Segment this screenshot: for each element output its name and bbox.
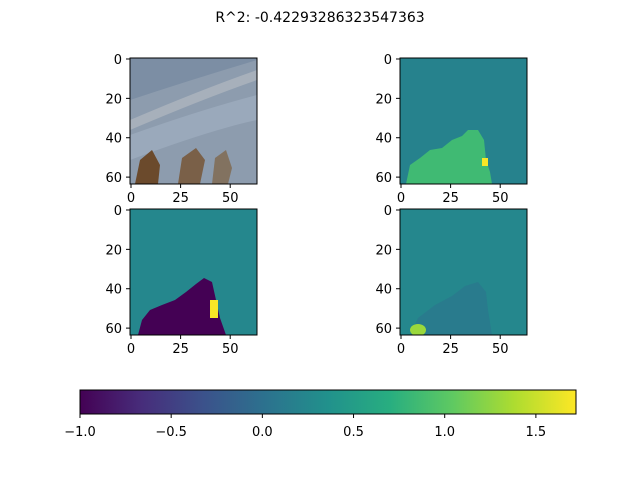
difference-region	[410, 282, 492, 335]
y-tick-label: 0	[384, 53, 392, 68]
figure-title: R^2: -0.42293286323547363	[215, 10, 424, 26]
target-hotspot	[482, 158, 488, 166]
y-tick-label: 20	[375, 92, 392, 107]
target-region	[406, 130, 492, 184]
prediction-hotspot	[210, 300, 218, 318]
photo-mid-region	[130, 95, 257, 160]
x-tick-label: 50	[492, 342, 509, 357]
y-tick-label: 20	[105, 243, 122, 258]
axes-frame-0	[129, 57, 258, 185]
colorbar-ticks: −1.0 −0.5 0.0 0.5 1.0 1.5	[64, 414, 546, 440]
y-tick-label: 60	[105, 322, 122, 337]
colorbar-tick-label: −1.0	[64, 425, 96, 440]
y-tick-label: 0	[114, 204, 122, 219]
y-tick-label: 40	[375, 283, 392, 298]
axes-frame-3	[399, 208, 528, 336]
photo-upper-region	[130, 58, 257, 100]
prediction-region	[138, 278, 226, 335]
axes-frame-2	[129, 208, 258, 336]
y-tick-label: 40	[105, 283, 122, 298]
panel-input-image	[130, 58, 257, 184]
colorbar-tick-label: 0.0	[252, 425, 273, 440]
x-tick-label: 50	[222, 342, 239, 357]
x-tick-label: 50	[222, 191, 239, 206]
colorbar-tick-label: 1.0	[434, 425, 455, 440]
colorbar-tick-label: 0.5	[343, 425, 364, 440]
photo-diagonal-band	[130, 70, 257, 130]
y-tick-label: 20	[105, 92, 122, 107]
colorbar	[79, 389, 577, 415]
photo-dark-patch-1	[135, 150, 160, 184]
x-tick-label: 0	[127, 191, 135, 206]
x-tick-label: 0	[397, 342, 405, 357]
x-tick-label: 25	[172, 342, 189, 357]
y-tick-label: 60	[375, 322, 392, 337]
y-tick-label: 20	[375, 243, 392, 258]
x-tick-label: 0	[127, 342, 135, 357]
axes-layer: 0 25 50 0 20 40 60 0 25 50 0 20 40 60 0 25 50 0 20 40 60 0 25 5…	[105, 53, 528, 357]
y-tick-label: 0	[384, 204, 392, 219]
panel-target-heatmap	[400, 58, 527, 184]
photo-dark-patch-3	[212, 150, 232, 184]
x-tick-label: 25	[442, 191, 459, 206]
y-tick-label: 40	[105, 132, 122, 147]
x-tick-label: 50	[492, 191, 509, 206]
panel-prediction-heatmap	[130, 209, 257, 335]
x-tick-label: 25	[442, 342, 459, 357]
axes-frame-1	[399, 57, 528, 185]
y-tick-label: 60	[375, 171, 392, 186]
colorbar-tick-label: 1.5	[526, 425, 547, 440]
colorbar-tick-label: −0.5	[155, 425, 187, 440]
x-tick-label: 25	[172, 191, 189, 206]
x-tick-label: 0	[397, 191, 405, 206]
difference-hotspot	[410, 324, 426, 335]
y-tick-label: 40	[375, 132, 392, 147]
photo-dark-patch-2	[178, 148, 205, 184]
panel-difference-heatmap	[400, 209, 527, 335]
y-tick-label: 0	[114, 53, 122, 68]
y-tick-label: 60	[105, 171, 122, 186]
